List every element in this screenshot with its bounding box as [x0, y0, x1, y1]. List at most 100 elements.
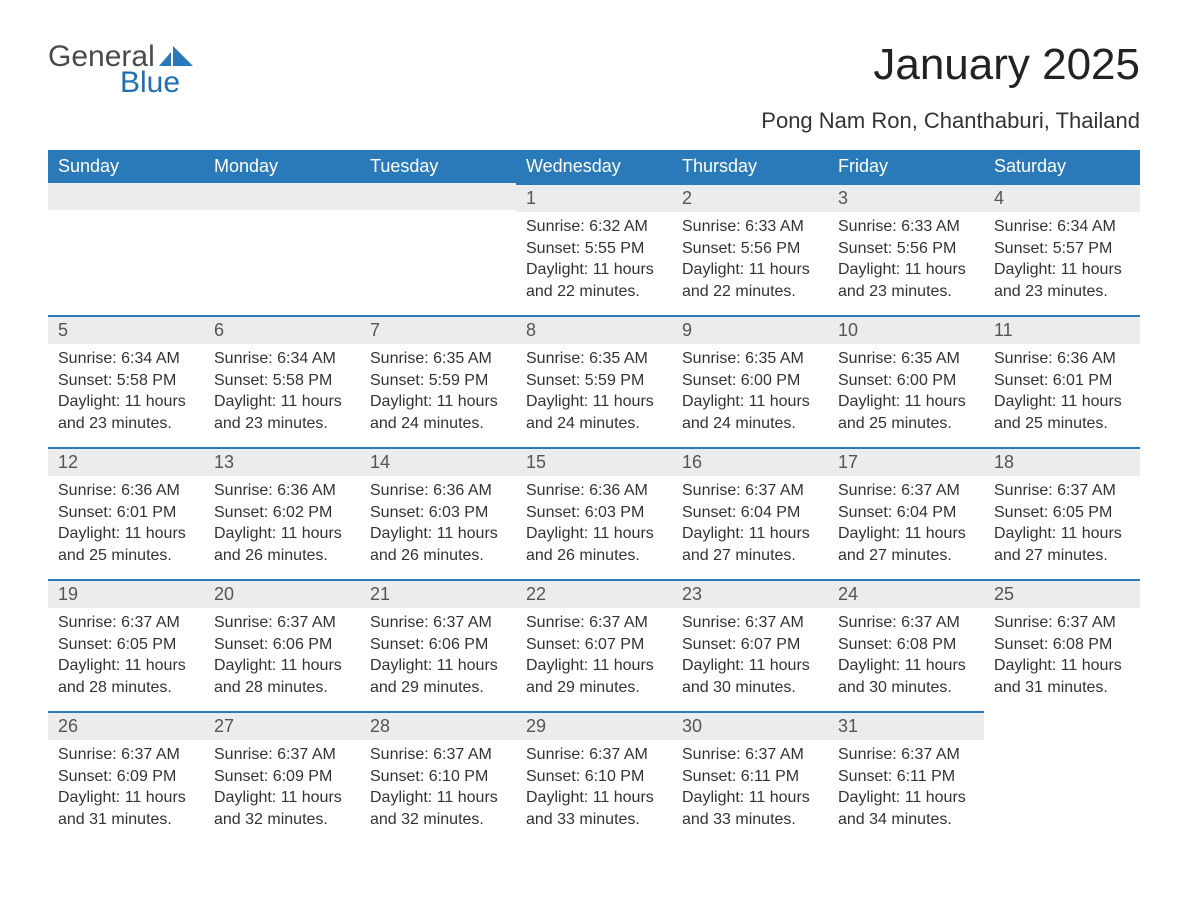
- sunset-line: Sunset: 6:01 PM: [58, 502, 194, 524]
- sunset-line: Sunset: 6:11 PM: [838, 766, 974, 788]
- sunset-line: Sunset: 6:09 PM: [58, 766, 194, 788]
- sunrise-line: Sunrise: 6:32 AM: [526, 216, 662, 238]
- sunrise-line: Sunrise: 6:37 AM: [370, 612, 506, 634]
- sunrise-line: Sunrise: 6:37 AM: [682, 744, 818, 766]
- weekday-header: Monday: [204, 150, 360, 183]
- sunset-line: Sunset: 6:03 PM: [526, 502, 662, 524]
- day-number: 16: [672, 447, 828, 476]
- day-details: Sunrise: 6:36 AMSunset: 6:01 PMDaylight:…: [48, 476, 204, 574]
- calendar-cell: 16Sunrise: 6:37 AMSunset: 6:04 PMDayligh…: [672, 447, 828, 579]
- daylight-line: Daylight: 11 hours and 23 minutes.: [838, 259, 974, 302]
- sunset-line: Sunset: 5:55 PM: [526, 238, 662, 260]
- day-details: Sunrise: 6:37 AMSunset: 6:08 PMDaylight:…: [984, 608, 1140, 706]
- day-number: 7: [360, 315, 516, 344]
- sunset-line: Sunset: 6:02 PM: [214, 502, 350, 524]
- calendar-cell: 15Sunrise: 6:36 AMSunset: 6:03 PMDayligh…: [516, 447, 672, 579]
- day-number: 1: [516, 183, 672, 212]
- sunrise-line: Sunrise: 6:37 AM: [370, 744, 506, 766]
- sunrise-line: Sunrise: 6:35 AM: [682, 348, 818, 370]
- sunset-line: Sunset: 6:08 PM: [994, 634, 1130, 656]
- calendar-week-row: 19Sunrise: 6:37 AMSunset: 6:05 PMDayligh…: [48, 579, 1140, 711]
- sunset-line: Sunset: 5:56 PM: [682, 238, 818, 260]
- sunset-line: Sunset: 6:04 PM: [838, 502, 974, 524]
- daylight-line: Daylight: 11 hours and 32 minutes.: [214, 787, 350, 830]
- sunrise-line: Sunrise: 6:37 AM: [838, 612, 974, 634]
- sunrise-line: Sunrise: 6:36 AM: [58, 480, 194, 502]
- day-number: 8: [516, 315, 672, 344]
- sunset-line: Sunset: 6:03 PM: [370, 502, 506, 524]
- sunset-line: Sunset: 6:08 PM: [838, 634, 974, 656]
- day-details: [984, 738, 1140, 750]
- sunrise-line: Sunrise: 6:37 AM: [214, 612, 350, 634]
- calendar-week-row: 12Sunrise: 6:36 AMSunset: 6:01 PMDayligh…: [48, 447, 1140, 579]
- location: Pong Nam Ron, Chanthaburi, Thailand: [761, 108, 1140, 134]
- sunset-line: Sunset: 6:07 PM: [526, 634, 662, 656]
- daylight-line: Daylight: 11 hours and 30 minutes.: [838, 655, 974, 698]
- day-number: 12: [48, 447, 204, 476]
- daylight-line: Daylight: 11 hours and 24 minutes.: [370, 391, 506, 434]
- calendar-table: SundayMondayTuesdayWednesdayThursdayFrid…: [48, 150, 1140, 843]
- sunset-line: Sunset: 5:59 PM: [370, 370, 506, 392]
- calendar-cell: 25Sunrise: 6:37 AMSunset: 6:08 PMDayligh…: [984, 579, 1140, 711]
- day-number: 11: [984, 315, 1140, 344]
- calendar-cell: [204, 183, 360, 315]
- day-number: 6: [204, 315, 360, 344]
- calendar-week-row: 1Sunrise: 6:32 AMSunset: 5:55 PMDaylight…: [48, 183, 1140, 315]
- day-details: Sunrise: 6:37 AMSunset: 6:04 PMDaylight:…: [672, 476, 828, 574]
- daylight-line: Daylight: 11 hours and 22 minutes.: [682, 259, 818, 302]
- calendar-cell: 5Sunrise: 6:34 AMSunset: 5:58 PMDaylight…: [48, 315, 204, 447]
- sunset-line: Sunset: 5:57 PM: [994, 238, 1130, 260]
- day-number: 26: [48, 711, 204, 740]
- daylight-line: Daylight: 11 hours and 27 minutes.: [682, 523, 818, 566]
- day-details: Sunrise: 6:37 AMSunset: 6:09 PMDaylight:…: [48, 740, 204, 838]
- day-number: [360, 183, 516, 210]
- sunset-line: Sunset: 6:01 PM: [994, 370, 1130, 392]
- calendar-cell: [48, 183, 204, 315]
- day-details: Sunrise: 6:36 AMSunset: 6:03 PMDaylight:…: [516, 476, 672, 574]
- weekday-header: Tuesday: [360, 150, 516, 183]
- sunrise-line: Sunrise: 6:33 AM: [682, 216, 818, 238]
- calendar-week-row: 26Sunrise: 6:37 AMSunset: 6:09 PMDayligh…: [48, 711, 1140, 843]
- day-number: 22: [516, 579, 672, 608]
- calendar-cell: 6Sunrise: 6:34 AMSunset: 5:58 PMDaylight…: [204, 315, 360, 447]
- day-details: Sunrise: 6:35 AMSunset: 6:00 PMDaylight:…: [672, 344, 828, 442]
- calendar-cell: 23Sunrise: 6:37 AMSunset: 6:07 PMDayligh…: [672, 579, 828, 711]
- daylight-line: Daylight: 11 hours and 25 minutes.: [58, 523, 194, 566]
- day-details: Sunrise: 6:36 AMSunset: 6:02 PMDaylight:…: [204, 476, 360, 574]
- day-number: 21: [360, 579, 516, 608]
- sunset-line: Sunset: 6:05 PM: [994, 502, 1130, 524]
- calendar-cell: 30Sunrise: 6:37 AMSunset: 6:11 PMDayligh…: [672, 711, 828, 843]
- sunrise-line: Sunrise: 6:34 AM: [994, 216, 1130, 238]
- sunrise-line: Sunrise: 6:37 AM: [994, 612, 1130, 634]
- daylight-line: Daylight: 11 hours and 22 minutes.: [526, 259, 662, 302]
- daylight-line: Daylight: 11 hours and 25 minutes.: [838, 391, 974, 434]
- sunrise-line: Sunrise: 6:37 AM: [526, 612, 662, 634]
- daylight-line: Daylight: 11 hours and 27 minutes.: [994, 523, 1130, 566]
- day-details: Sunrise: 6:37 AMSunset: 6:10 PMDaylight:…: [516, 740, 672, 838]
- calendar-cell: 8Sunrise: 6:35 AMSunset: 5:59 PMDaylight…: [516, 315, 672, 447]
- day-details: Sunrise: 6:37 AMSunset: 6:11 PMDaylight:…: [672, 740, 828, 838]
- day-details: Sunrise: 6:34 AMSunset: 5:58 PMDaylight:…: [204, 344, 360, 442]
- day-details: Sunrise: 6:37 AMSunset: 6:04 PMDaylight:…: [828, 476, 984, 574]
- month-title: January 2025: [761, 40, 1140, 90]
- daylight-line: Daylight: 11 hours and 23 minutes.: [214, 391, 350, 434]
- sunrise-line: Sunrise: 6:33 AM: [838, 216, 974, 238]
- day-number: 29: [516, 711, 672, 740]
- sunrise-line: Sunrise: 6:34 AM: [58, 348, 194, 370]
- sunrise-line: Sunrise: 6:37 AM: [682, 612, 818, 634]
- day-number: 5: [48, 315, 204, 344]
- day-number: [204, 183, 360, 210]
- day-number: [48, 183, 204, 210]
- day-number: 14: [360, 447, 516, 476]
- calendar-cell: 3Sunrise: 6:33 AMSunset: 5:56 PMDaylight…: [828, 183, 984, 315]
- calendar-cell: 28Sunrise: 6:37 AMSunset: 6:10 PMDayligh…: [360, 711, 516, 843]
- sunset-line: Sunset: 6:04 PM: [682, 502, 818, 524]
- sunset-line: Sunset: 6:11 PM: [682, 766, 818, 788]
- calendar-cell: 20Sunrise: 6:37 AMSunset: 6:06 PMDayligh…: [204, 579, 360, 711]
- sunrise-line: Sunrise: 6:36 AM: [994, 348, 1130, 370]
- sunrise-line: Sunrise: 6:37 AM: [526, 744, 662, 766]
- day-details: Sunrise: 6:37 AMSunset: 6:05 PMDaylight:…: [48, 608, 204, 706]
- daylight-line: Daylight: 11 hours and 23 minutes.: [994, 259, 1130, 302]
- calendar-cell: 17Sunrise: 6:37 AMSunset: 6:04 PMDayligh…: [828, 447, 984, 579]
- daylight-line: Daylight: 11 hours and 28 minutes.: [214, 655, 350, 698]
